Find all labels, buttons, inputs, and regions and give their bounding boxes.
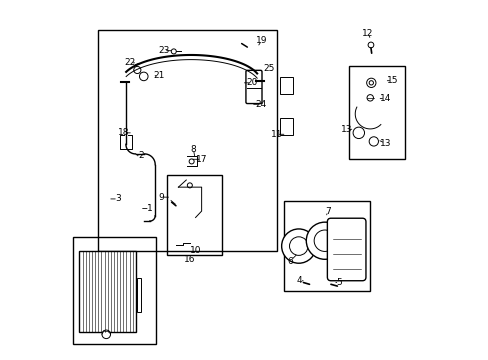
Circle shape: [281, 229, 315, 263]
Text: 23: 23: [158, 46, 169, 55]
Text: 14: 14: [379, 94, 390, 103]
Bar: [137, 278, 141, 312]
Bar: [279, 118, 292, 135]
Circle shape: [134, 66, 141, 73]
Circle shape: [305, 222, 343, 259]
Circle shape: [187, 183, 192, 188]
Bar: [80, 251, 136, 332]
Text: 1: 1: [147, 204, 152, 213]
Circle shape: [139, 72, 148, 81]
Circle shape: [352, 127, 364, 139]
Text: 5: 5: [336, 278, 342, 287]
Text: 2: 2: [138, 151, 143, 160]
Text: 22: 22: [124, 58, 136, 67]
Circle shape: [313, 230, 335, 251]
Circle shape: [171, 49, 176, 54]
Text: 8: 8: [190, 145, 196, 154]
Text: 13: 13: [379, 139, 390, 148]
Text: 9: 9: [158, 193, 164, 202]
Circle shape: [366, 95, 373, 101]
Bar: [166, 175, 222, 255]
Circle shape: [189, 159, 194, 164]
Bar: [73, 237, 156, 344]
Text: 19: 19: [255, 36, 267, 45]
Text: 16: 16: [184, 255, 196, 264]
FancyBboxPatch shape: [245, 70, 262, 104]
Text: 21: 21: [153, 71, 164, 80]
Text: 3: 3: [115, 194, 121, 203]
Text: 20: 20: [245, 78, 257, 87]
Text: 11: 11: [270, 130, 282, 139]
FancyBboxPatch shape: [326, 218, 365, 281]
Bar: [279, 77, 292, 94]
Text: 17: 17: [196, 155, 207, 164]
Bar: [98, 30, 276, 251]
Text: 18: 18: [118, 129, 130, 138]
Text: 6: 6: [287, 257, 292, 266]
Text: 12: 12: [362, 29, 373, 38]
Text: 10: 10: [189, 246, 201, 255]
Text: 25: 25: [264, 64, 275, 73]
Text: 24: 24: [255, 100, 266, 109]
Bar: [348, 66, 405, 159]
Text: 15: 15: [386, 76, 397, 85]
Circle shape: [366, 78, 375, 87]
Circle shape: [102, 330, 110, 339]
Bar: [283, 201, 369, 291]
Circle shape: [368, 81, 373, 85]
Text: 13: 13: [340, 125, 352, 134]
Circle shape: [367, 42, 373, 48]
Text: 4: 4: [296, 276, 302, 285]
Circle shape: [289, 237, 307, 255]
Text: 7: 7: [324, 207, 330, 216]
Circle shape: [368, 137, 378, 146]
